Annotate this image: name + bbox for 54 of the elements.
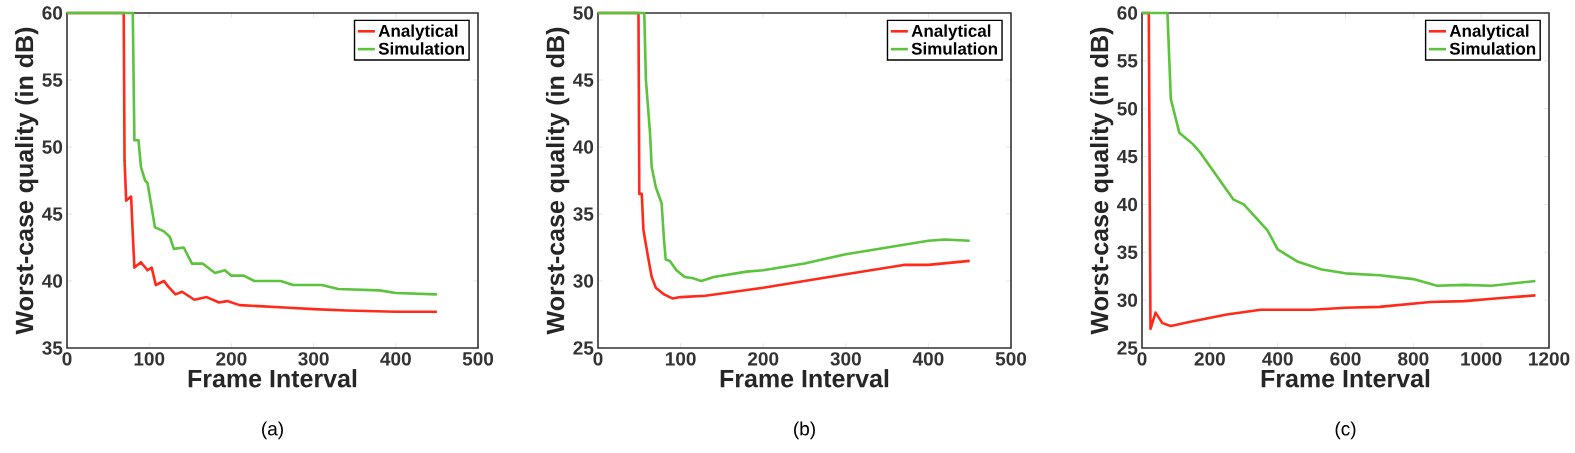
y-tick-label: 30 [1117,293,1138,307]
x-tick-label: 1000 [1461,352,1502,366]
x-axis-title: Frame Interval [188,369,357,388]
y-tick-label: 50 [573,6,594,20]
legend-label: Analytical [1449,24,1529,41]
x-tick-label: 400 [380,352,411,366]
x-tick-label: 0 [62,352,72,366]
y-axis-title: Worst-case quality (in dB) [1089,27,1114,335]
x-tick-label: 100 [134,352,165,366]
legend-label: Analytical [911,24,991,41]
y-tick-label: 40 [573,140,594,154]
x-tick-label: 200 [216,352,247,366]
x-tick-label: 0 [1137,352,1147,366]
text: (c) [1335,421,1356,440]
y-tick-label: 30 [573,274,594,288]
y-tick-label: 45 [1117,149,1138,164]
y-tick-label: 35 [573,207,594,221]
text: (a) [262,421,283,440]
y-axis-title: Worst-case quality (in dB) [545,27,570,335]
x-tick-label: 1200 [1529,352,1570,366]
x-tick-label: 600 [1330,352,1361,366]
x-tick-label: 300 [298,352,329,366]
y-tick-label: 50 [42,140,63,154]
x-tick-label: 800 [1398,352,1429,366]
y-tick-label: 40 [42,274,63,288]
x-tick-label: 0 [593,352,603,366]
x-axis-title: Frame Interval [720,369,889,388]
legend-label: Simulation [378,42,465,55]
y-tick-label: 60 [1117,6,1138,20]
y-tick-label: 50 [1117,101,1138,116]
y-tick-label: 45 [42,207,63,221]
y-tick-label: 60 [42,6,63,20]
x-tick-label: 400 [1262,352,1293,366]
x-tick-label: 400 [912,352,944,366]
y-tick-label: 35 [42,341,63,355]
y-tick-label: 25 [1117,341,1138,355]
legend-label: Analytical [378,24,458,41]
y-tick-label: 55 [42,73,63,87]
x-tick-label: 100 [665,352,696,366]
legend-label: Simulation [1449,42,1536,55]
y-tick-label: 40 [1117,197,1138,212]
y-tick-label: 35 [1117,245,1138,260]
x-tick-label: 200 [1194,352,1225,366]
y-tick-label: 55 [1117,54,1138,68]
x-tick-label: 500 [995,352,1027,366]
y-axis-title: Worst-case quality (in dB) [14,27,39,335]
y-tick-label: 45 [573,73,594,87]
text: (b) [794,421,815,440]
x-axis-title: Frame Interval [1261,369,1430,388]
legend-label: Simulation [911,42,997,55]
x-tick-label: 300 [830,352,861,366]
y-tick-label: 25 [573,341,594,355]
x-tick-label: 500 [462,352,494,366]
x-tick-label: 200 [748,352,779,366]
